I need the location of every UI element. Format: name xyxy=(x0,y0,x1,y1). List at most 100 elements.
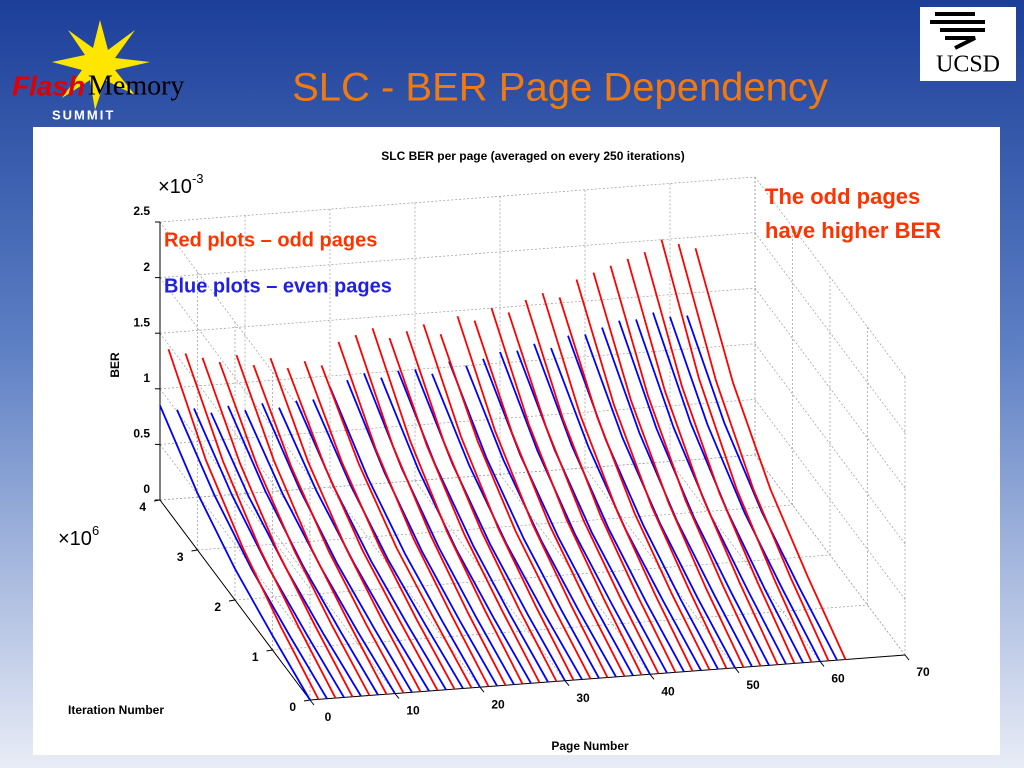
trace xyxy=(686,315,838,661)
legend-label: Red plots – odd pages xyxy=(164,229,377,251)
annotation: have higher BER xyxy=(765,218,941,243)
trace xyxy=(269,357,422,693)
trace xyxy=(218,361,371,696)
trace xyxy=(303,360,456,690)
tick-mark xyxy=(734,667,740,674)
trace xyxy=(235,354,388,695)
trace xyxy=(575,279,728,669)
tick-mark xyxy=(191,549,198,552)
tick-mark xyxy=(904,654,910,661)
y-axis-label: BER xyxy=(108,352,122,378)
chart-area xyxy=(33,127,1000,755)
chart: SLC BER per page (averaged on every 250 … xyxy=(58,149,930,753)
trace xyxy=(346,379,498,687)
scale-base: ×10 xyxy=(58,528,92,550)
logo-right: UCSD xyxy=(920,7,1016,81)
trace xyxy=(490,307,643,676)
x-tick-label: 70 xyxy=(916,665,930,679)
logo-box xyxy=(920,7,1016,81)
trace xyxy=(312,399,464,689)
logo-text: Memory xyxy=(88,70,184,101)
x-tick-label: 0 xyxy=(325,710,332,724)
grid-line xyxy=(159,221,311,423)
trace xyxy=(456,315,609,678)
trace xyxy=(159,405,311,701)
trace xyxy=(439,333,592,680)
trace xyxy=(533,343,685,673)
x-tick-label: 50 xyxy=(746,678,760,692)
tick-mark xyxy=(564,680,570,687)
chart-title: SLC BER per page (averaged on every 250 … xyxy=(381,149,684,163)
trace xyxy=(261,402,413,693)
logo-icon xyxy=(930,12,985,50)
grid-line xyxy=(754,343,906,545)
trace xyxy=(499,351,651,675)
scale-exponent: -3 xyxy=(192,171,204,186)
grid-line xyxy=(159,277,311,478)
trace xyxy=(677,243,830,662)
trace xyxy=(286,367,439,691)
trace xyxy=(558,297,711,671)
tick-mark xyxy=(819,661,825,667)
z-scale: ×106 xyxy=(58,523,99,550)
grid-line xyxy=(754,232,906,433)
tick-mark xyxy=(479,686,485,693)
trace xyxy=(694,247,847,660)
grid-line xyxy=(754,176,906,378)
trace xyxy=(320,365,473,689)
trace xyxy=(541,292,694,672)
grid-line xyxy=(669,461,821,662)
trace xyxy=(473,320,626,677)
x-tick-label: 30 xyxy=(576,691,590,705)
trace xyxy=(167,348,320,700)
x-tick-label: 40 xyxy=(661,684,675,698)
x-tick-label: 20 xyxy=(491,697,505,711)
trace xyxy=(618,320,770,666)
grid-line xyxy=(159,399,756,445)
trace xyxy=(660,239,813,663)
trace xyxy=(252,364,405,694)
trace xyxy=(337,341,490,687)
grid-line xyxy=(754,287,906,489)
scale-base: ×10 xyxy=(158,176,192,198)
tick-mark xyxy=(394,693,400,699)
z-tick-label: 3 xyxy=(177,550,184,564)
tick-mark xyxy=(266,649,273,652)
grid-line xyxy=(159,176,756,223)
trace xyxy=(507,312,660,675)
trace xyxy=(609,265,762,667)
annotations: Red plots – odd pages Blue plots – even … xyxy=(164,184,941,297)
z-tick-label: 4 xyxy=(139,500,146,514)
trace xyxy=(592,272,745,668)
trace xyxy=(448,361,600,679)
grid-line xyxy=(159,232,756,278)
y-tick-label: 2 xyxy=(143,260,150,274)
trace xyxy=(388,337,541,684)
z-axis-label: Iteration Number xyxy=(68,703,164,717)
grid-line xyxy=(754,399,906,600)
z-tick-label: 0 xyxy=(289,700,296,714)
annotation: The odd pages xyxy=(765,184,920,209)
slide-title: SLC - BER Page Dependency xyxy=(292,66,828,110)
x-tick-label: 60 xyxy=(831,672,845,686)
trace xyxy=(422,324,575,681)
tick-mark xyxy=(303,699,311,702)
trace xyxy=(643,251,796,664)
grid-line xyxy=(272,604,868,651)
trace xyxy=(626,258,779,666)
logo-text: Flash xyxy=(12,70,85,101)
legend-label: Blue plots – even pages xyxy=(164,275,392,297)
logo-left: Flash Memory SUMMIT xyxy=(12,20,184,122)
x-tick-label: 10 xyxy=(406,704,420,718)
z-tick-label: 2 xyxy=(214,600,221,614)
y-tick-label: 0.5 xyxy=(133,427,150,441)
y-tick-label: 2.5 xyxy=(133,204,150,218)
trace xyxy=(405,330,558,682)
grid-line xyxy=(159,454,756,501)
grid-line xyxy=(329,486,481,688)
y-tick-label: 1.5 xyxy=(133,315,150,329)
trace xyxy=(354,334,507,686)
trace xyxy=(184,353,337,699)
x-axis-label: Page Number xyxy=(551,739,629,753)
